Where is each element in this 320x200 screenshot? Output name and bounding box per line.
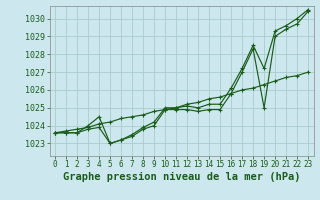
X-axis label: Graphe pression niveau de la mer (hPa): Graphe pression niveau de la mer (hPa) bbox=[63, 172, 300, 182]
